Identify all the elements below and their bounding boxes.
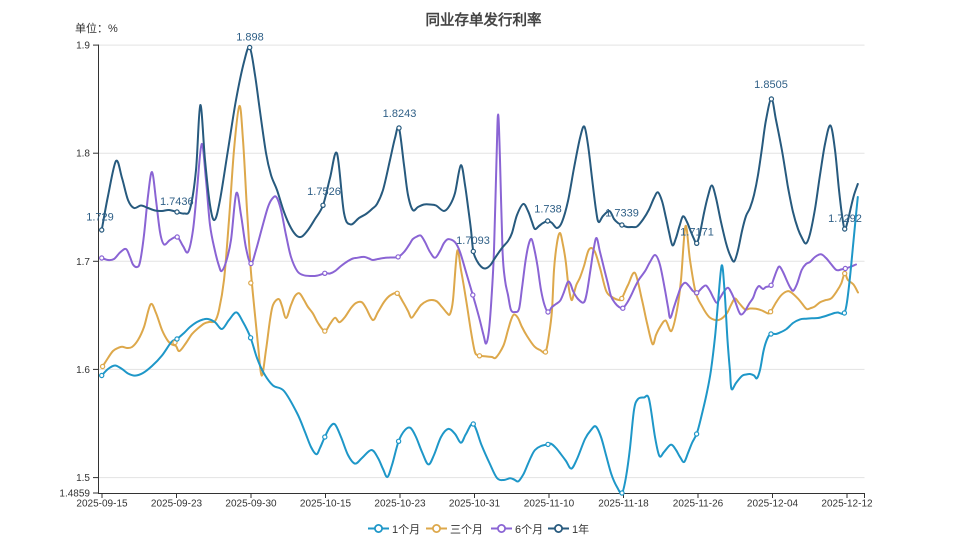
svg-text:1.7292: 1.7292 xyxy=(828,213,862,225)
svg-text:1.7526: 1.7526 xyxy=(307,186,341,198)
svg-text:1.7339: 1.7339 xyxy=(605,208,639,220)
svg-text:1.6: 1.6 xyxy=(76,365,90,376)
svg-text:2025-10-23: 2025-10-23 xyxy=(374,499,426,510)
svg-text:1.729: 1.729 xyxy=(86,212,114,224)
svg-text:1.7: 1.7 xyxy=(76,257,90,268)
svg-text:1.4859: 1.4859 xyxy=(59,489,90,500)
svg-text:1.7093: 1.7093 xyxy=(456,235,490,247)
svg-text:1.5: 1.5 xyxy=(76,473,90,484)
svg-text:2025-10-15: 2025-10-15 xyxy=(300,499,352,510)
svg-text:1.7436: 1.7436 xyxy=(160,196,194,208)
svg-text:1.7171: 1.7171 xyxy=(680,227,714,239)
svg-text:1.898: 1.898 xyxy=(236,32,264,44)
svg-text:1.8: 1.8 xyxy=(76,149,90,160)
svg-text:2025-11-26: 2025-11-26 xyxy=(673,499,724,510)
svg-text:1.9: 1.9 xyxy=(76,41,90,52)
svg-text:1.8505: 1.8505 xyxy=(754,79,788,91)
svg-text:2025-09-23: 2025-09-23 xyxy=(151,499,203,510)
svg-text:2025-11-18: 2025-11-18 xyxy=(598,499,649,510)
svg-text:2025-09-30: 2025-09-30 xyxy=(225,499,277,510)
svg-text:2025-12-04: 2025-12-04 xyxy=(747,499,799,510)
svg-text:1.8243: 1.8243 xyxy=(383,108,417,120)
svg-text:2025-10-31: 2025-10-31 xyxy=(449,499,501,510)
svg-text:1.738: 1.738 xyxy=(534,204,562,216)
svg-text:2025-09-15: 2025-09-15 xyxy=(76,499,128,510)
svg-text:2025-12-12: 2025-12-12 xyxy=(821,499,873,510)
svg-text:2025-11-10: 2025-11-10 xyxy=(524,499,575,510)
